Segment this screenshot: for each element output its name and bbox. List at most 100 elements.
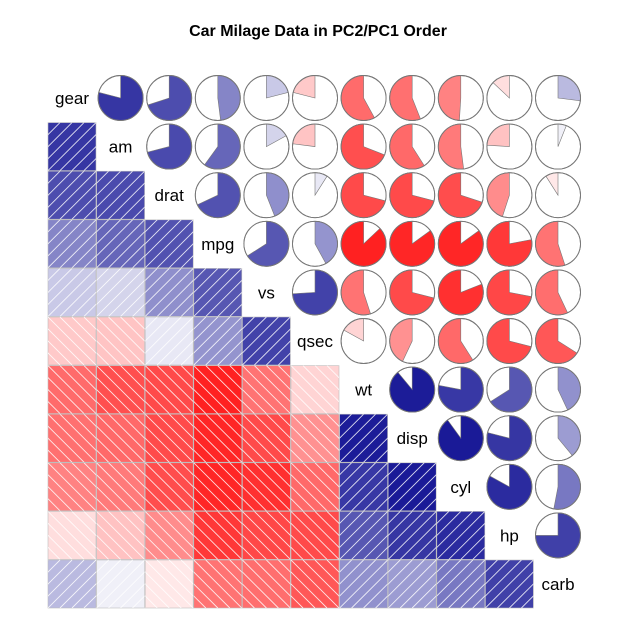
shade-cell-carb-am — [96, 559, 145, 609]
shade-hatch — [96, 414, 145, 463]
shade-hatch — [48, 122, 96, 171]
shade-cell-mpg-gear — [47, 219, 97, 269]
shade-hatch — [339, 414, 388, 463]
variable-label-carb: carb — [541, 575, 574, 594]
shade-hatch — [242, 560, 291, 608]
pie-cell-qsec-disp — [389, 318, 436, 364]
shade-hatch — [48, 511, 96, 560]
shade-cell-cyl-am — [96, 462, 145, 512]
correlation-cells: gear am drat mpg vs qsec wt disp cyl hp carb — [47, 75, 581, 609]
shade-hatch — [48, 560, 96, 608]
shade-hatch — [291, 414, 339, 463]
shade-cell-drat-gear — [47, 170, 97, 220]
pie-outline — [292, 123, 338, 170]
shade-hatch — [193, 414, 242, 463]
pie-cell-mpg-wt — [340, 220, 387, 267]
pie-outline — [389, 269, 436, 316]
pie-outline — [194, 75, 241, 121]
shade-cell-carb-wt — [339, 559, 388, 609]
variable-label-hp: hp — [500, 526, 519, 545]
pie-outline — [535, 172, 581, 219]
shade-hatch — [436, 511, 485, 560]
shade-cell-hp-mpg — [193, 511, 243, 560]
shade-hatch — [96, 511, 145, 560]
pie-outline — [486, 463, 533, 510]
pie-outline — [486, 269, 533, 316]
shade-cell-hp-disp — [387, 511, 437, 560]
shade-hatch — [339, 462, 388, 511]
pie-outline — [535, 75, 581, 121]
shade-cell-carb-hp — [485, 559, 534, 609]
pie-outline — [437, 75, 484, 121]
pie-cell-gear-cyl — [437, 75, 484, 121]
variable-label-disp: disp — [397, 429, 428, 448]
pie-outline — [389, 123, 436, 170]
variable-label-cyl: cyl — [450, 478, 471, 497]
pie-cell-wt-carb — [535, 366, 581, 413]
pie-cell-disp-cyl — [437, 415, 484, 462]
shade-cell-am-gear — [47, 122, 97, 171]
pie-outline — [535, 220, 581, 267]
shade-hatch — [242, 317, 291, 365]
pie-cell-mpg-cyl — [437, 220, 484, 267]
pie-outline — [389, 220, 436, 267]
shade-cell-disp-gear — [47, 413, 97, 463]
shade-hatch — [193, 317, 242, 365]
shade-hatch — [145, 560, 194, 608]
shade-cell-wt-vs — [242, 365, 291, 414]
pie-cell-vs-carb — [535, 269, 581, 316]
pie-wedge — [217, 75, 241, 121]
shade-cell-carb-gear — [47, 559, 97, 609]
pie-cell-am-hp — [486, 123, 533, 170]
shade-cell-hp-vs — [242, 511, 291, 560]
pie-cell-gear-disp — [389, 75, 436, 121]
pie-outline — [146, 123, 193, 170]
pie-outline — [194, 172, 241, 219]
pie-outline — [486, 75, 533, 121]
pie-cell-am-disp — [389, 123, 436, 170]
shade-cell-cyl-drat — [144, 462, 194, 512]
shade-cell-cyl-wt — [339, 462, 388, 512]
pie-outline — [437, 172, 484, 219]
variable-label-qsec: qsec — [297, 332, 333, 351]
shade-hatch — [48, 268, 96, 317]
shade-hatch — [145, 219, 194, 268]
pie-wedge — [553, 463, 581, 510]
shade-hatch — [96, 219, 145, 268]
shade-cell-cyl-qsec — [290, 462, 340, 512]
shade-cell-wt-gear — [47, 365, 97, 414]
pie-outline — [340, 123, 387, 170]
pie-outline — [486, 220, 533, 267]
shade-hatch — [485, 560, 534, 608]
shade-hatch — [193, 560, 242, 608]
shade-cell-wt-qsec — [290, 365, 340, 414]
shade-hatch — [96, 171, 145, 220]
shade-hatch — [145, 365, 194, 414]
pie-outline — [243, 172, 290, 219]
shade-cell-qsec-gear — [47, 316, 97, 366]
shade-hatch — [96, 317, 145, 365]
pie-cell-disp-hp — [486, 415, 533, 462]
pie-cell-am-qsec — [292, 123, 338, 170]
shade-hatch — [145, 511, 194, 560]
shade-hatch — [193, 462, 242, 511]
shade-hatch — [48, 365, 96, 414]
pie-cell-mpg-disp — [389, 220, 436, 267]
pie-cell-drat-qsec — [292, 172, 338, 219]
pie-outline — [97, 75, 144, 121]
pie-cell-gear-vs — [243, 75, 290, 121]
shade-cell-vs-drat — [144, 268, 194, 317]
shade-cell-hp-drat — [144, 511, 194, 560]
shade-hatch — [193, 365, 242, 414]
shade-hatch — [436, 560, 485, 608]
pie-cell-qsec-carb — [535, 318, 581, 364]
shade-cell-carb-qsec — [290, 559, 340, 609]
pie-cell-am-carb — [535, 123, 581, 170]
shade-cell-drat-am — [96, 170, 145, 220]
pie-outline — [486, 172, 533, 219]
shade-hatch — [291, 511, 339, 560]
pie-outline — [340, 269, 387, 316]
shade-hatch — [48, 317, 96, 365]
shade-cell-disp-wt — [339, 413, 388, 463]
